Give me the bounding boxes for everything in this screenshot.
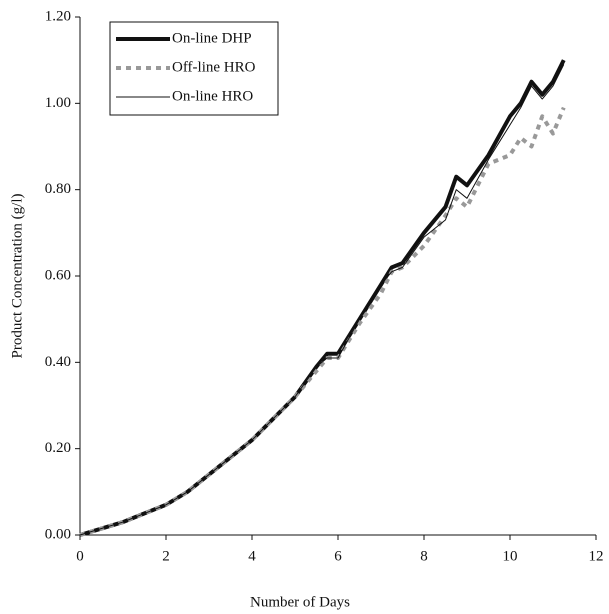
- x-tick-label: 10: [503, 548, 518, 564]
- x-tick-label: 4: [248, 548, 256, 564]
- series-line: [79, 64, 565, 536]
- y-tick-label: 1.00: [45, 95, 71, 111]
- y-axis-label: Product Concentration (g/l): [9, 194, 25, 359]
- x-tick-label: 2: [162, 548, 170, 564]
- legend-label: Off-line HRO: [172, 59, 256, 75]
- y-tick-label: 0.00: [45, 526, 71, 542]
- legend-label: On-line DHP: [172, 30, 252, 46]
- y-tick-label: 0.80: [45, 181, 71, 197]
- y-tick-label: 0.20: [45, 440, 71, 456]
- y-tick-label: 1.20: [45, 8, 71, 24]
- x-tick-label: 8: [420, 548, 428, 564]
- x-axis-label: Number of Days: [250, 594, 350, 610]
- legend-label: On-line HRO: [172, 88, 253, 104]
- x-tick-label: 0: [76, 548, 84, 564]
- series-line: [79, 59, 566, 537]
- y-tick-label: 0.60: [45, 267, 71, 283]
- series-line: [79, 106, 566, 537]
- y-tick-label: 0.40: [45, 354, 71, 370]
- x-tick-label: 12: [589, 548, 604, 564]
- x-tick-label: 6: [334, 548, 342, 564]
